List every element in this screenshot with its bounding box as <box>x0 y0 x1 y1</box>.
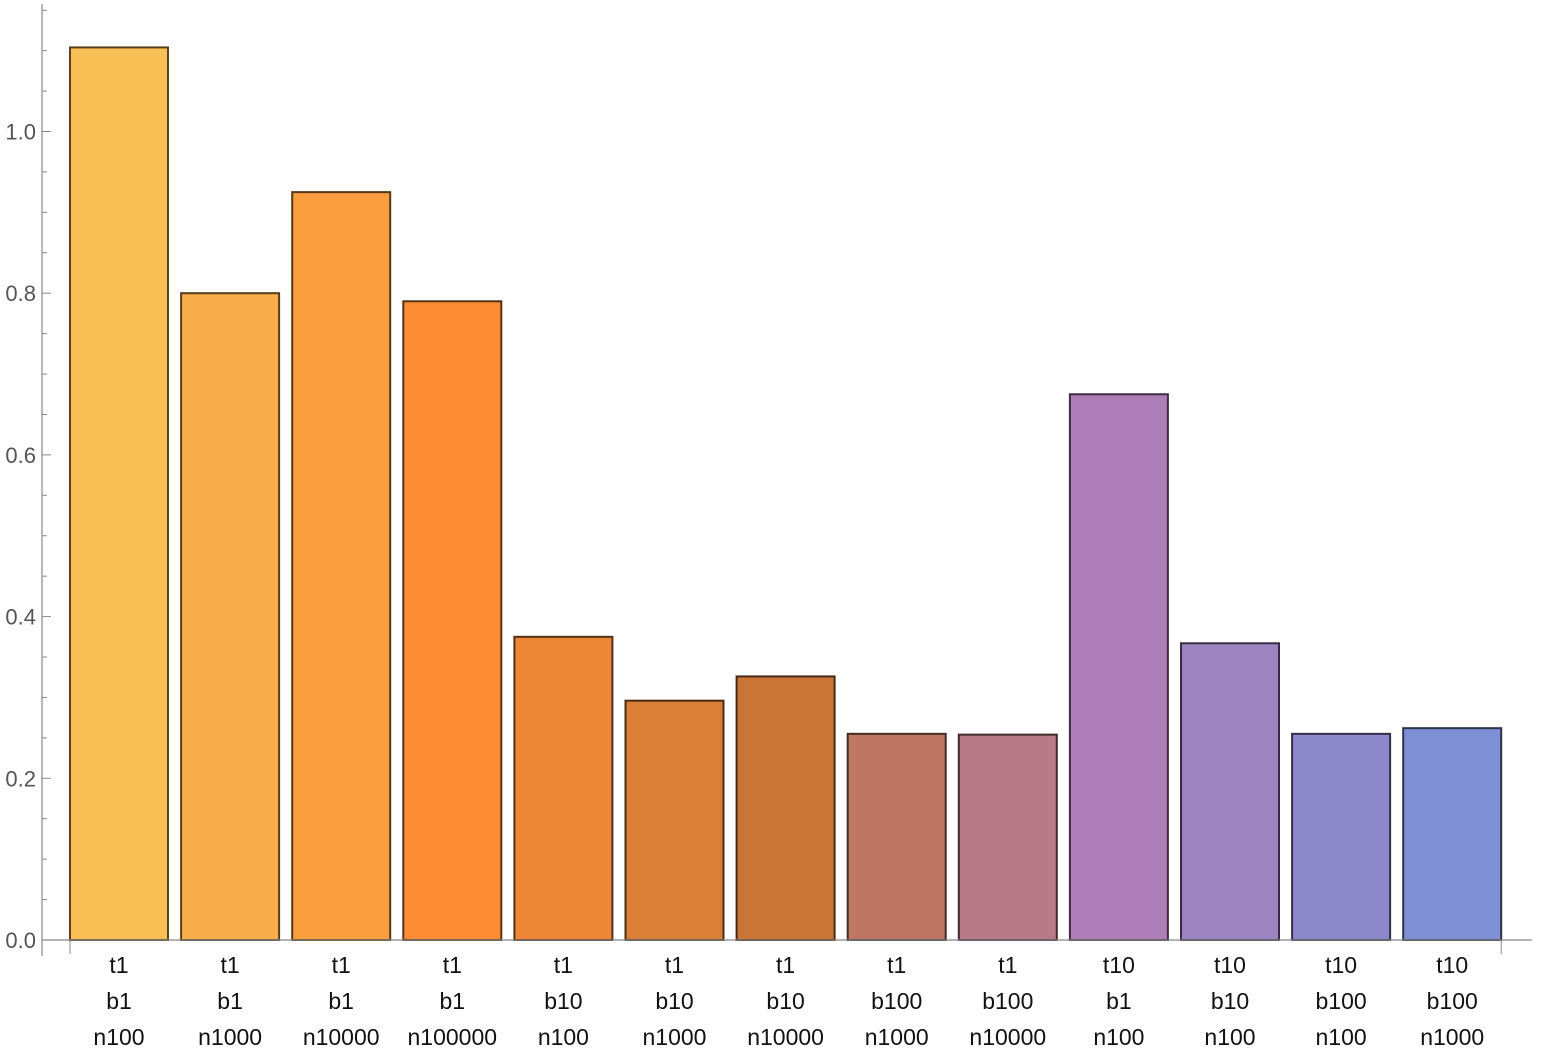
bar <box>1402 727 1503 941</box>
x-tick-label: n10000 <box>747 1024 824 1050</box>
x-tick-label: b10 <box>544 988 582 1014</box>
bar <box>1291 732 1392 942</box>
x-tick-label: b100 <box>1427 988 1478 1014</box>
x-tick-label: b100 <box>982 988 1033 1014</box>
x-tick-label: b100 <box>1316 988 1367 1014</box>
x-tick-label: n100 <box>93 1024 144 1050</box>
x-tick-label: b1 <box>106 988 132 1014</box>
x-tick-label: n1000 <box>198 1024 262 1050</box>
bar <box>1068 393 1169 941</box>
bar <box>624 699 725 942</box>
x-tick-label: b1 <box>217 988 243 1014</box>
x-tick-label: b100 <box>871 988 922 1014</box>
bar <box>846 732 947 942</box>
x-tick-label: b10 <box>1211 988 1249 1014</box>
x-tick-label: n100 <box>1316 1024 1367 1050</box>
axes-group <box>41 4 1532 956</box>
x-tick-label: n10000 <box>969 1024 1046 1050</box>
x-tick-label: t1 <box>221 952 240 978</box>
category-labels-group: t1 b1 n100 t1 b1 n1000 t1 b1 n10000 t1 b1 n100000 t1… <box>93 952 1484 1050</box>
x-tick-label: t1 <box>332 952 351 978</box>
x-tick-label: t1 <box>776 952 795 978</box>
x-tick-label: t1 <box>109 952 128 978</box>
x-tick-label: n100 <box>1093 1024 1144 1050</box>
x-tick-label: n100000 <box>408 1024 498 1050</box>
y-tick-label: 0.8 <box>5 281 36 306</box>
bar <box>291 191 392 941</box>
y-tick-label: 0.4 <box>5 605 36 630</box>
x-tick-label: b10 <box>766 988 804 1014</box>
y-tick-label: 0.0 <box>5 928 36 953</box>
y-tick-label: 0.6 <box>5 443 36 468</box>
x-tick-label: b1 <box>1106 988 1132 1014</box>
x-tick-label: t10 <box>1103 952 1135 978</box>
bar <box>69 46 169 941</box>
x-tick-label: t10 <box>1325 952 1357 978</box>
bar <box>513 635 614 941</box>
x-tick-label: n1000 <box>865 1024 929 1050</box>
x-tick-label: t10 <box>1214 952 1246 978</box>
x-tick-label: t1 <box>554 952 573 978</box>
bar <box>402 300 503 942</box>
x-tick-label: n100 <box>1204 1024 1255 1050</box>
x-tick-label: n1000 <box>643 1024 707 1050</box>
x-tick-label: n10000 <box>303 1024 380 1050</box>
x-tick-label: b10 <box>655 988 693 1014</box>
x-tick-label: t1 <box>998 952 1017 978</box>
x-tick-label: t1 <box>887 952 906 978</box>
bar <box>1180 642 1280 942</box>
x-tick-label: t1 <box>665 952 684 978</box>
bar <box>180 292 281 941</box>
bar <box>957 733 1058 941</box>
y-tick-label: 0.2 <box>5 766 36 791</box>
x-tick-label: t10 <box>1436 952 1468 978</box>
bars-group <box>69 46 1503 942</box>
x-tick-label: n100 <box>538 1024 589 1050</box>
x-tick-label: b1 <box>440 988 466 1014</box>
y-ticks-group: 0.0 0.2 0.4 0.6 0.8 1.0 <box>5 9 1502 954</box>
y-tick-label: 1.0 <box>5 120 36 145</box>
bar <box>735 675 836 942</box>
x-tick-label: n1000 <box>1420 1024 1484 1050</box>
x-tick-label: b1 <box>328 988 354 1014</box>
x-tick-label: t1 <box>443 952 462 978</box>
